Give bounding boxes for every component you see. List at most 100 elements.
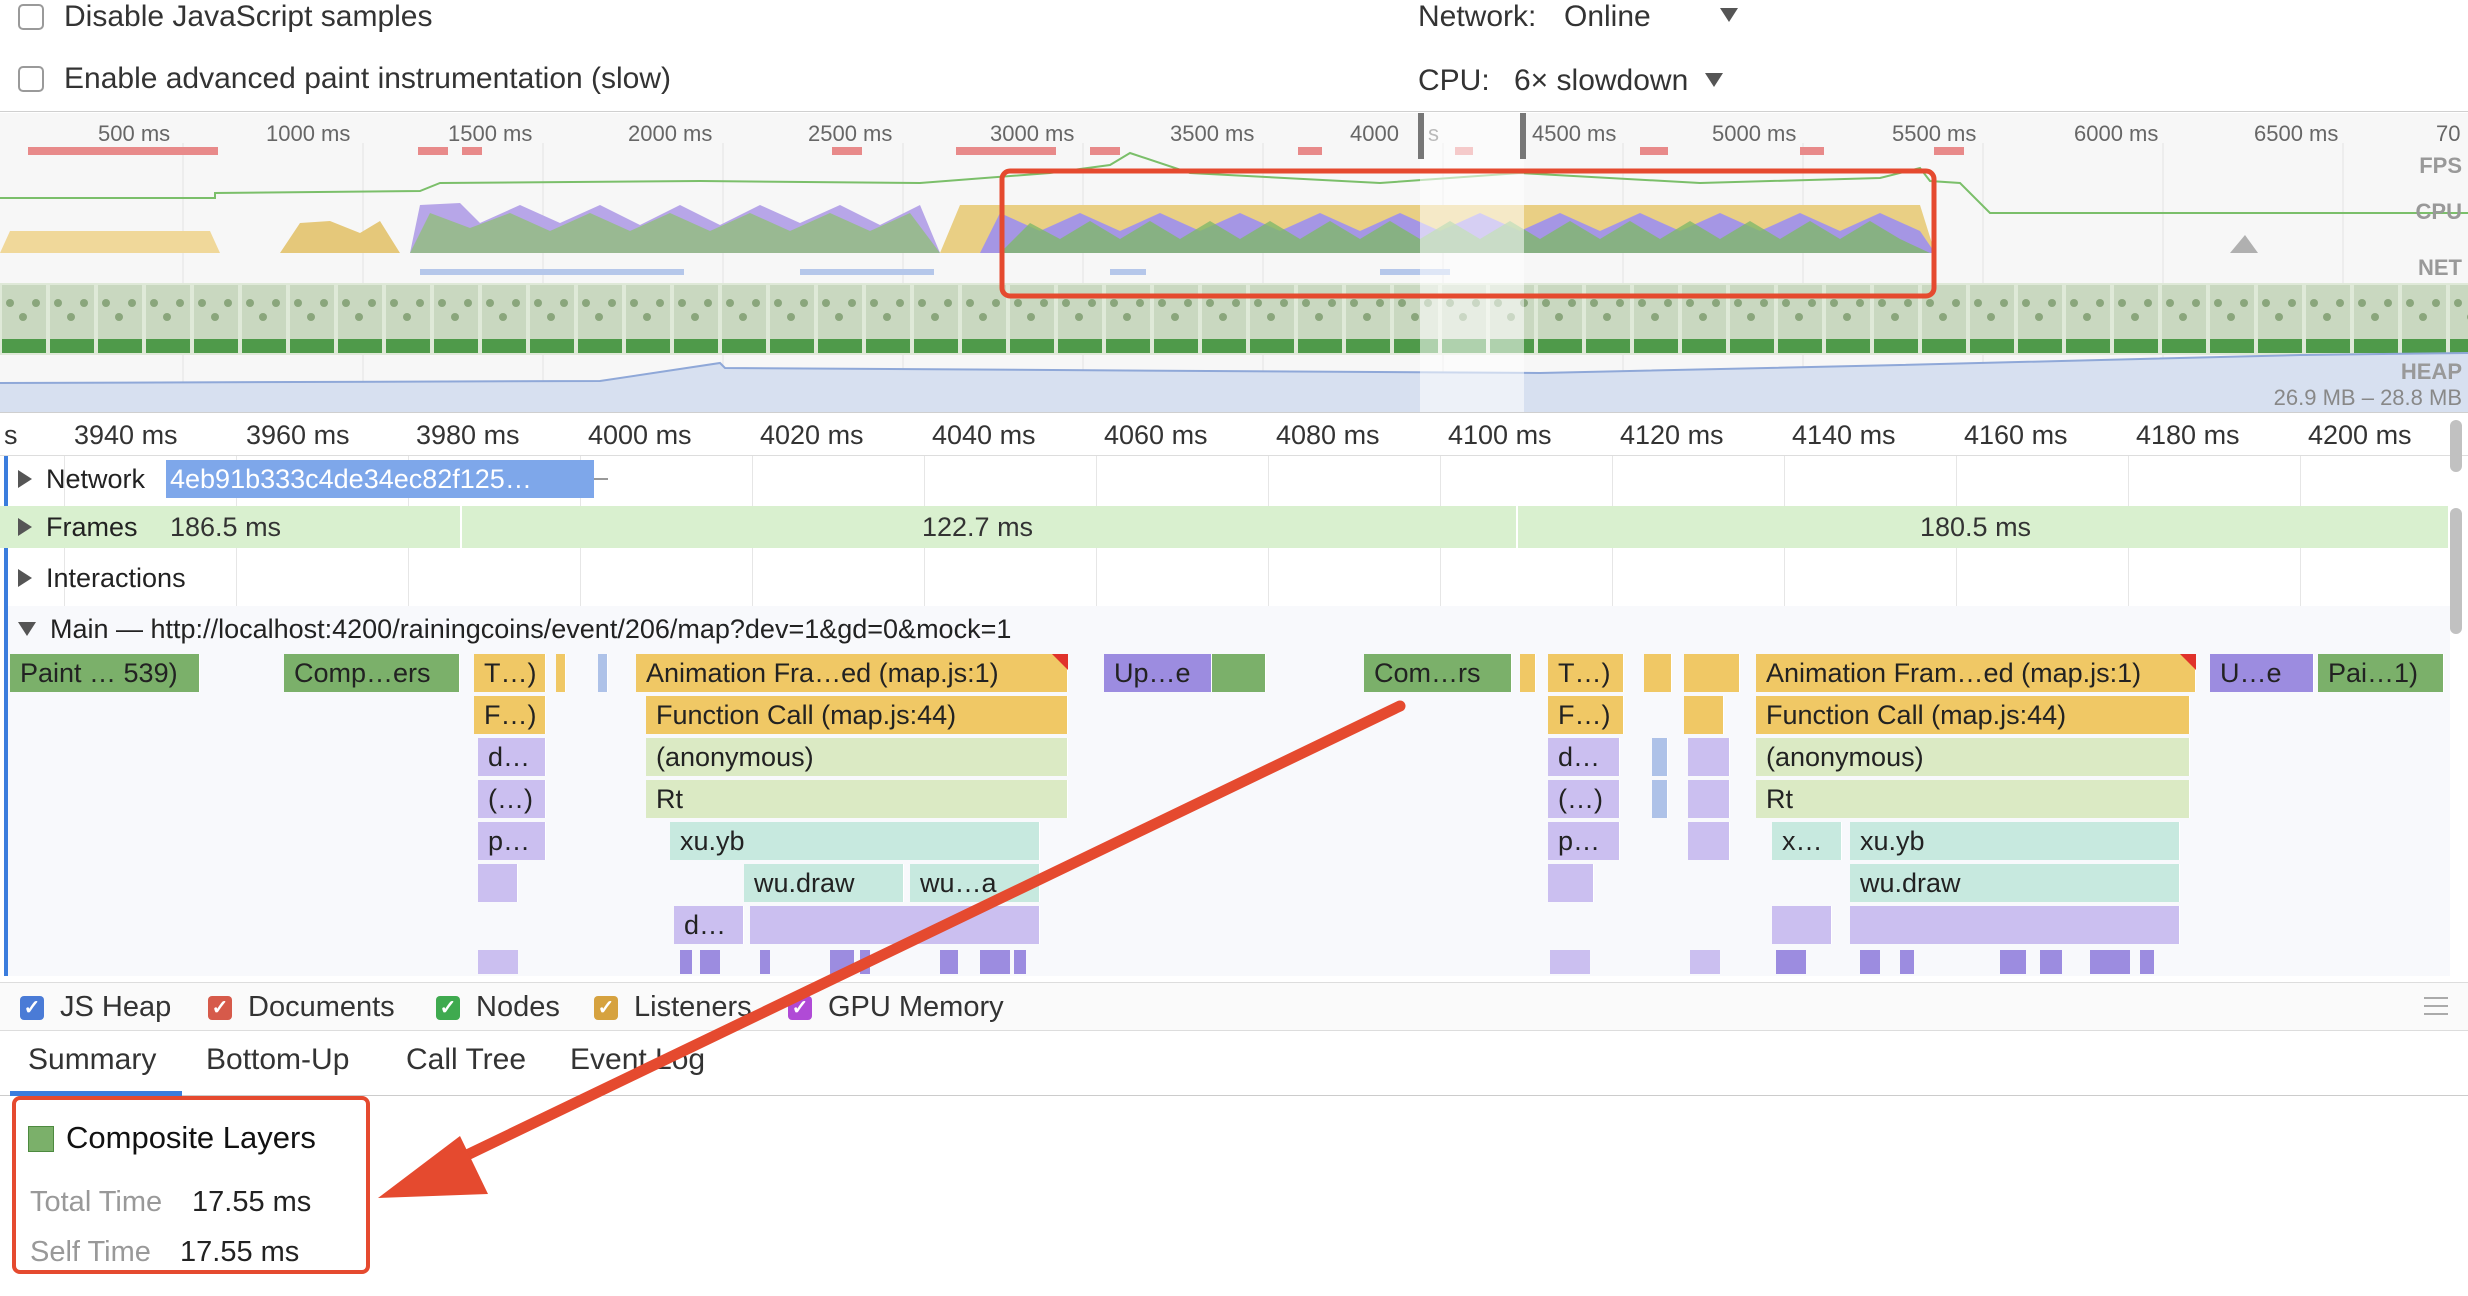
flame-slice[interactable]	[1520, 654, 1536, 692]
flame-slice[interactable]	[1652, 780, 1668, 818]
flame-call[interactable]: d…	[478, 738, 546, 776]
flame-slice[interactable]	[598, 654, 608, 692]
flame-slice[interactable]	[556, 654, 566, 692]
flame-slice[interactable]	[1772, 906, 1832, 944]
flame-paint[interactable]: Paint … 539)	[10, 654, 200, 692]
flame-slice[interactable]	[750, 906, 1040, 944]
main-track-header[interactable]: Main — http://localhost:4200/rainingcoin…	[0, 608, 1011, 650]
tab-summary[interactable]: Summary	[28, 1043, 157, 1076]
flame-timer[interactable]: T…)	[474, 654, 546, 692]
filmstrip-coin	[1712, 299, 1720, 307]
network-label: Network:	[1418, 0, 1537, 33]
filmstrip-coin	[1398, 299, 1406, 307]
filmstrip-coin	[294, 299, 302, 307]
flame-paint[interactable]: Pai…1)	[2318, 654, 2444, 692]
flame-animation-frame[interactable]: Animation Fra…ed (map.js:1)	[636, 654, 1068, 692]
checkbox-checked-icon[interactable]: ✓	[20, 995, 44, 1020]
flame-wu-draw[interactable]: wu.draw	[744, 864, 904, 902]
flame-function-call[interactable]: Function Call (map.js:44)	[646, 696, 1068, 734]
ruler-tick: 4060 ms	[1104, 420, 1208, 450]
network-track-header[interactable]: Network	[0, 458, 145, 500]
network-dropdown-icon[interactable]	[1720, 8, 1738, 22]
flame-slice[interactable]	[1212, 654, 1266, 692]
flame-animation-frame[interactable]: Animation Fram…ed (map.js:1)	[1756, 654, 2196, 692]
flame-call[interactable]: x…	[1772, 822, 1842, 860]
flame-rt[interactable]: Rt	[646, 780, 1068, 818]
flame-function-call[interactable]: F…)	[1548, 696, 1624, 734]
checkbox-checked-icon[interactable]: ✓	[436, 995, 460, 1020]
network-request-bar[interactable]: 4eb91b333c4de34ec82f125…	[166, 460, 594, 498]
frames-track-header[interactable]: Frames	[0, 506, 138, 548]
flame-xu-yb[interactable]: xu.yb	[1850, 822, 2180, 860]
overview-tick: 1000 ms	[266, 121, 351, 146]
flame-wu-draw[interactable]: wu…a	[910, 864, 1040, 902]
flame-scrollbar[interactable]	[2450, 420, 2464, 640]
flame-function-call[interactable]: Function Call (map.js:44)	[1756, 696, 2190, 734]
flame-slice[interactable]	[478, 864, 518, 902]
nodes-toggle[interactable]: ✓ Nodes	[436, 991, 560, 1024]
flame-update-layer[interactable]: U…e	[2210, 654, 2314, 692]
flame-anonymous[interactable]: (anonymous)	[646, 738, 1068, 776]
expand-icon[interactable]	[18, 569, 32, 587]
expand-icon[interactable]	[18, 470, 32, 488]
listeners-toggle[interactable]: ✓ Listeners	[594, 991, 752, 1024]
flame-anonymous[interactable]: (anonymous)	[1756, 738, 2190, 776]
scroll-thumb-top[interactable]	[2450, 420, 2462, 472]
flame-call[interactable]: (…)	[478, 780, 546, 818]
flame-wu-draw[interactable]: wu.draw	[1850, 864, 2180, 902]
filmstrip-frame-ground	[1874, 339, 1918, 353]
gpu-memory-toggle[interactable]: ✓ GPU Memory	[788, 991, 1004, 1024]
scroll-thumb[interactable]	[2450, 508, 2462, 634]
filmstrip-frame-ground	[962, 339, 1006, 353]
filmstrip-coin	[1904, 299, 1912, 307]
tab-bottom-up[interactable]: Bottom-Up	[206, 1043, 350, 1076]
tab-call-tree[interactable]: Call Tree	[406, 1043, 527, 1076]
flame-slice[interactable]	[1684, 654, 1740, 692]
flame-slice[interactable]	[1684, 696, 1724, 734]
flame-update-layer[interactable]: Up…e	[1104, 654, 1212, 692]
flame-composite-layers[interactable]: Comp…ers	[284, 654, 460, 692]
flame-call[interactable]: d…	[674, 906, 744, 944]
advanced-paint-option[interactable]: Enable advanced paint instrumentation (s…	[18, 62, 671, 96]
flame-slice[interactable]	[1688, 738, 1730, 776]
js-heap-toggle[interactable]: ✓ JS Heap	[20, 991, 171, 1024]
flame-call[interactable]: (…)	[1548, 780, 1620, 818]
documents-toggle[interactable]: ✓ Documents	[208, 991, 395, 1024]
tab-event-log[interactable]: Event Log	[570, 1043, 706, 1076]
disable-js-samples-option[interactable]: Disable JavaScript samples	[18, 0, 432, 34]
flame-timer[interactable]: T…)	[1548, 654, 1624, 692]
flame-rt[interactable]: Rt	[1756, 780, 2190, 818]
checkbox-checked-icon[interactable]: ✓	[208, 995, 232, 1020]
frame-block[interactable]: 180.5 ms	[1518, 506, 2450, 548]
network-throttle-select[interactable]: Online	[1564, 0, 1651, 33]
advanced-paint-checkbox[interactable]	[18, 66, 44, 92]
frame-block[interactable]: 186.5 ms	[156, 506, 462, 548]
frame-block[interactable]: 122.7 ms	[462, 506, 1518, 548]
flame-composite-layers-selected[interactable]: Com…rs	[1364, 654, 1512, 692]
flame-slice[interactable]	[1688, 822, 1730, 860]
advanced-paint-label: Enable advanced paint instrumentation (s…	[64, 62, 672, 95]
checkbox-checked-icon[interactable]: ✓	[594, 995, 618, 1020]
menu-icon[interactable]	[2424, 997, 2448, 1015]
filmstrip-frame-ground	[1154, 339, 1198, 353]
flame-slice[interactable]	[1850, 906, 2180, 944]
flame-call[interactable]: p…	[478, 822, 546, 860]
checkbox-checked-icon[interactable]: ✓	[788, 995, 812, 1020]
expand-icon[interactable]	[18, 518, 32, 536]
interactions-track-header[interactable]: Interactions	[0, 557, 186, 599]
cpu-throttle-select[interactable]: 6× slowdown	[1514, 64, 1689, 97]
filmstrip-coin	[1808, 299, 1816, 307]
flame-slice[interactable]	[1688, 780, 1730, 818]
flame-function-call[interactable]: F…)	[474, 696, 546, 734]
memory-label: Nodes	[476, 991, 560, 1023]
collapse-icon[interactable]	[18, 622, 36, 636]
flame-call[interactable]: p…	[1548, 822, 1620, 860]
flame-call[interactable]: d…	[1548, 738, 1620, 776]
cpu-dropdown-icon[interactable]	[1705, 73, 1723, 87]
flame-slice[interactable]	[1644, 654, 1672, 692]
flame-slice[interactable]	[1652, 738, 1668, 776]
disable-js-samples-checkbox[interactable]	[18, 4, 44, 30]
flame-xu-yb[interactable]: xu.yb	[670, 822, 1040, 860]
flame-slice[interactable]	[1548, 864, 1594, 902]
timeline-overview[interactable]: 500 ms 1000 ms 1500 ms 2000 ms 2500 ms 3…	[0, 113, 2468, 413]
